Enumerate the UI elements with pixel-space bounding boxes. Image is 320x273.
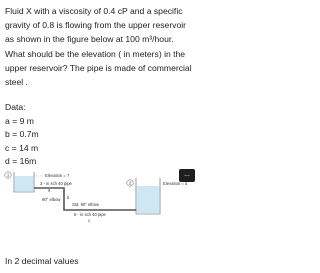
data-item: c = 14 m	[5, 143, 39, 153]
elbow-label: Std. 90° elbow	[72, 202, 100, 207]
pipe	[34, 187, 140, 211]
point-label: 2	[129, 181, 132, 186]
elevation-label: Elevation = d	[163, 181, 188, 186]
point-marker	[4, 171, 12, 179]
dimension-label: a	[48, 188, 51, 193]
pipe-label: 5 - in sch 40 pipe	[74, 212, 107, 217]
pipe-label: 3 - in sch 40 pipe	[40, 181, 73, 186]
point-label: 1	[7, 173, 10, 178]
page: Fluid X with a viscosity of 0.4 cP and a…	[0, 6, 200, 266]
more-icon[interactable]: ...	[184, 171, 190, 178]
data-item: b = 0.7m	[5, 129, 39, 139]
water	[14, 176, 34, 192]
reservoir	[135, 178, 161, 215]
reservoir	[13, 172, 35, 193]
dimension-label: c	[88, 218, 90, 223]
data-item: d = 16m	[5, 156, 37, 166]
data-heading: Data:	[5, 102, 26, 112]
elevation-label: Elevation = ?	[45, 173, 70, 178]
note: In 2 decimal values	[5, 256, 79, 266]
more-button[interactable]	[179, 169, 195, 182]
figure: 1 Elevation = ? 3 - in sch 40 pipe a 90°…	[0, 166, 200, 248]
data-item: a = 9 m	[5, 116, 34, 126]
elbow-label: 90° elbow	[42, 197, 61, 202]
problem-text: Fluid X with a viscosity of 0.4 cP and a…	[5, 6, 192, 88]
dimension-label: b	[67, 195, 70, 200]
water	[136, 186, 160, 214]
point-marker	[126, 179, 134, 187]
